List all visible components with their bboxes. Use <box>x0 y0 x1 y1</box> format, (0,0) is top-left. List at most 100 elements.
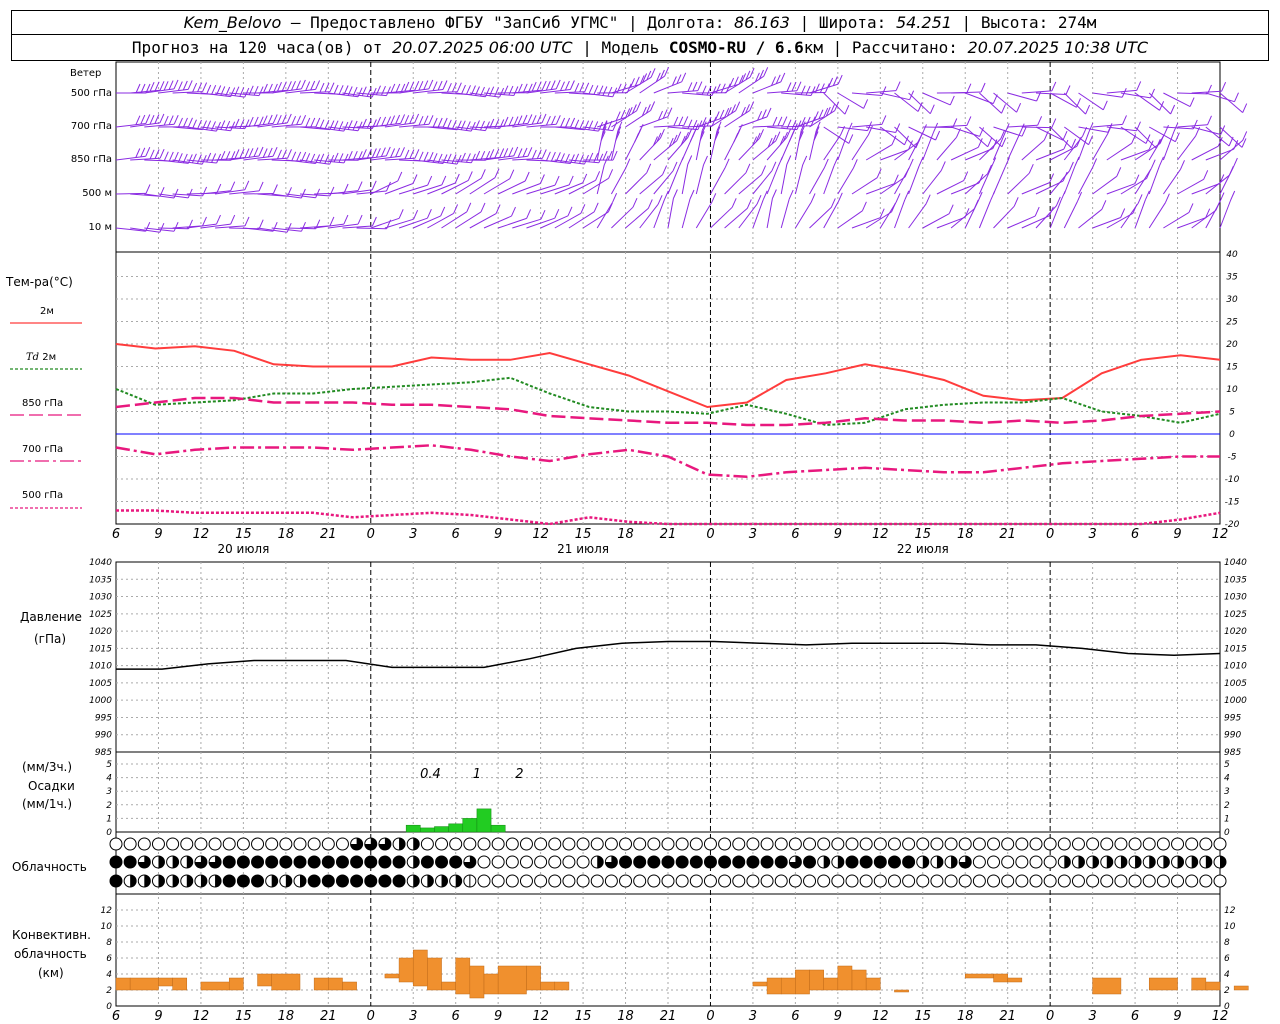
wind-feather <box>305 81 311 91</box>
wind-feather <box>1221 81 1227 92</box>
cloud-half <box>823 856 830 868</box>
cloud-symbol <box>137 837 151 851</box>
conv-bar <box>412 949 428 987</box>
cloud-overcast <box>124 856 137 868</box>
wind-feather <box>755 132 761 143</box>
wind-feather <box>1241 138 1247 148</box>
wind-feather <box>1013 197 1019 207</box>
wind-barb <box>965 148 994 161</box>
wind-feather <box>588 84 594 95</box>
wind-feather <box>531 149 537 160</box>
cloud-symbol <box>1057 874 1071 888</box>
wind-feather <box>1016 102 1022 113</box>
wind-barb <box>625 208 649 229</box>
wind-feather <box>400 114 406 124</box>
wind-feather <box>211 84 217 95</box>
wind-feather <box>761 109 767 119</box>
cloud-overcast <box>647 856 660 868</box>
wind-feather <box>395 147 401 158</box>
cloud-mostly <box>364 838 377 850</box>
prec-tick-right: 4 <box>1224 774 1230 784</box>
wind-barb <box>979 138 1002 161</box>
wind-feather <box>687 155 693 165</box>
wind-feather <box>671 76 677 86</box>
wind-feather <box>579 154 584 164</box>
wind-feather <box>480 202 486 213</box>
wind-feather <box>262 148 268 158</box>
conv-x-tick: 15 <box>235 1009 252 1024</box>
cloud-symbol <box>307 837 321 851</box>
cloud-symbol <box>477 855 491 869</box>
wind-feather <box>173 221 179 232</box>
wind-feather <box>413 209 419 220</box>
wind-barb <box>1162 169 1181 195</box>
conv-bar <box>851 969 867 991</box>
wind-barb <box>1148 92 1171 115</box>
wind-barb <box>1177 124 1208 128</box>
wind-feather <box>568 175 574 186</box>
wind-feather <box>786 128 792 138</box>
wind-barb <box>1106 142 1132 161</box>
cloud-overcast <box>336 856 349 868</box>
conv-x-tick: 12 <box>1212 1009 1229 1024</box>
wind-barb <box>1134 199 1146 229</box>
wind-barb <box>1177 178 1204 195</box>
wind-feather <box>230 121 236 131</box>
wind-feather <box>824 83 830 93</box>
temp-tick-right: 20 <box>1226 340 1238 350</box>
temp-tick-right: -20 <box>1225 520 1240 530</box>
wind-feather <box>437 80 443 91</box>
wind-feather <box>319 82 325 93</box>
cloud-symbol <box>1114 837 1128 851</box>
wind-feather <box>541 113 547 124</box>
wind-feather <box>177 81 183 91</box>
cloud-symbol <box>987 855 1001 869</box>
wind-feather <box>494 148 500 159</box>
wind-feather <box>714 111 720 121</box>
conv-bar <box>455 957 471 995</box>
altitude-text: | Высота: 274м <box>951 13 1097 32</box>
wind-feather <box>380 147 386 157</box>
wind-barb <box>512 122 543 128</box>
wind-feather <box>659 128 665 139</box>
conv-bar <box>964 973 994 979</box>
wind-feather <box>409 81 415 91</box>
wind-feather <box>253 85 259 96</box>
wind-barb <box>866 90 897 94</box>
wind-feather <box>310 80 316 91</box>
cloud-overcast <box>803 856 816 868</box>
cloud-symbol <box>803 837 817 851</box>
wind-barb <box>1063 92 1086 115</box>
wind-barb <box>356 227 387 230</box>
wind-feather <box>1004 123 1010 133</box>
cloud-symbol <box>633 837 647 851</box>
wind-feather <box>676 131 682 141</box>
wind-feather <box>657 195 663 205</box>
prec-tick-right: 5 <box>1224 760 1230 770</box>
wind-feather <box>602 86 608 96</box>
cloud-symbol <box>817 874 831 888</box>
cloud-symbol <box>732 874 746 888</box>
wind-feather <box>1065 85 1071 95</box>
wind-feather <box>485 121 490 131</box>
wind-feather <box>347 120 353 130</box>
wind-barb <box>498 122 528 128</box>
wind-feather <box>678 156 684 167</box>
wind-feather <box>258 146 264 157</box>
wind-barbs-row-1 <box>115 101 1247 149</box>
pres-tick-right: 1015 <box>1224 644 1247 654</box>
precip-bar <box>462 818 478 833</box>
cloud-half <box>1220 856 1226 868</box>
pres-tick-left: 990 <box>95 731 112 741</box>
conv-x-tick: 18 <box>617 1009 634 1024</box>
wind-feather <box>440 206 446 217</box>
wind-feather <box>395 83 401 94</box>
wind-feather <box>197 119 202 130</box>
wind-feather <box>761 165 767 175</box>
wind-barb <box>681 164 689 195</box>
wind-feather <box>1028 163 1034 174</box>
cloud-overcast <box>378 856 391 868</box>
cloud-overcast <box>223 856 236 868</box>
wind-feather <box>574 82 580 93</box>
provider-text: – Предоставлено ФГБУ "ЗапСиб УГМС" | Дол… <box>281 13 734 32</box>
